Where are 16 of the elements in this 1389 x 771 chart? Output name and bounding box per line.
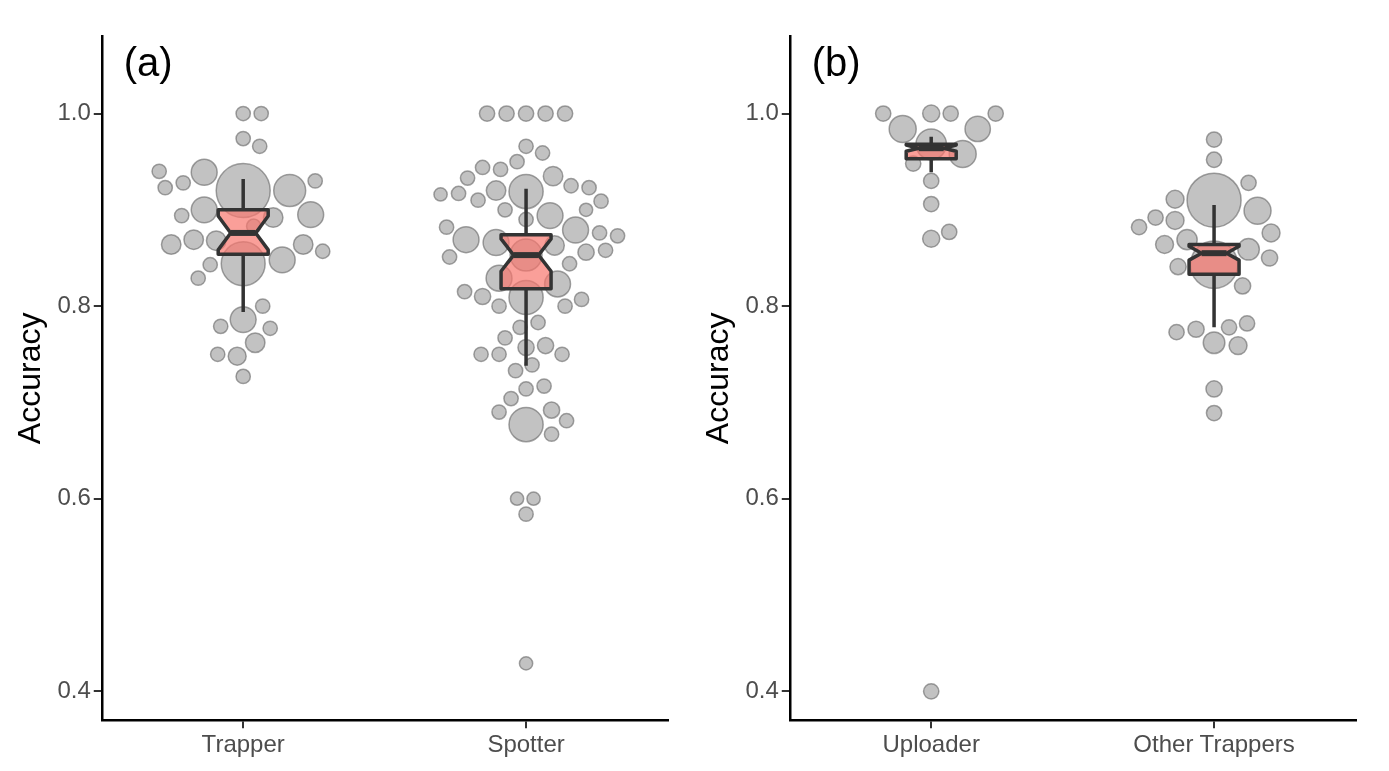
y-tick-label: 0.6 [57, 483, 91, 511]
chart-title: (a) [123, 39, 173, 84]
y-tick-label: 0.4 [745, 675, 779, 703]
y-tick-label: 0.8 [745, 290, 779, 318]
y-axis-title: Accuracy [11, 312, 48, 445]
y-tick-label: 0.8 [57, 290, 91, 318]
y-tick-label: 0.4 [57, 675, 91, 703]
x-tick-label: Other Trappers [1133, 730, 1295, 758]
chart-title: (b) [811, 39, 861, 84]
y-axis-title: Accuracy [699, 312, 736, 445]
y-tick-label: 0.6 [745, 483, 779, 511]
y-tick-label: 1.0 [57, 98, 91, 126]
x-tick-label: Uploader [882, 730, 980, 758]
y-tick-label: 1.0 [745, 98, 779, 126]
x-tick-label: Spotter [487, 730, 565, 758]
x-tick-label: Trapper [201, 730, 285, 758]
